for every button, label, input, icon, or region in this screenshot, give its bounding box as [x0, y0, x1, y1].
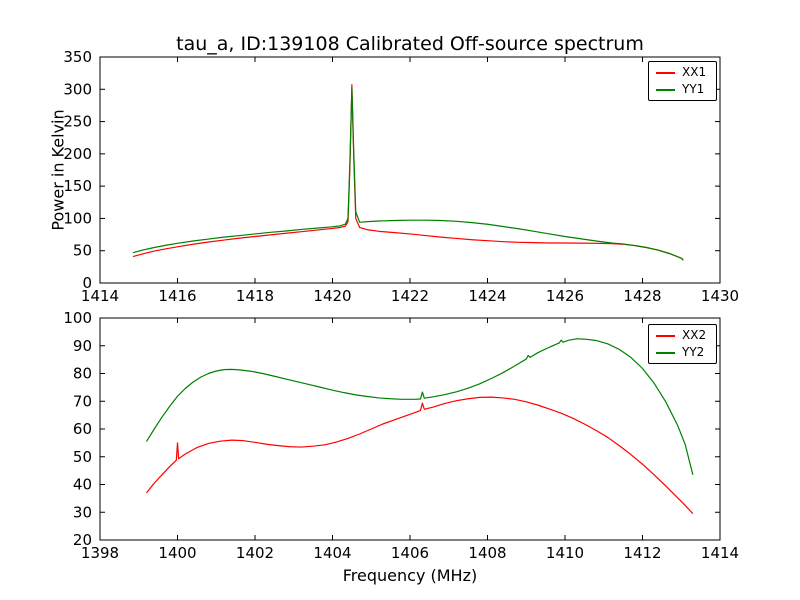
- y-tick-label: 200: [63, 145, 92, 163]
- legend-item-xx1: XX1: [656, 66, 708, 79]
- legend-item-yy2: YY2: [656, 346, 708, 359]
- x-tick-label: 1430: [701, 287, 739, 305]
- series-line-yy1: [132, 87, 684, 261]
- legend-line-swatch-xx1: [656, 71, 675, 74]
- x-axis-label: Frequency (MHz): [342, 566, 478, 585]
- y-tick-label: 50: [73, 448, 92, 466]
- y-tick-label: 80: [73, 365, 92, 383]
- y-tick-label: 40: [73, 476, 92, 494]
- x-tick-label: 1412: [623, 544, 661, 562]
- figure-title: tau_a, ID:139108 Calibrated Off-source s…: [176, 33, 644, 55]
- legend-label-xx1: XX1: [682, 65, 707, 79]
- axes-frame: [99, 317, 721, 541]
- x-tick-label: 1398: [81, 544, 119, 562]
- legend-bottom: XX2 YY2: [648, 324, 717, 364]
- x-tick-label: 1424: [468, 287, 506, 305]
- y-tick-label: 0: [82, 274, 92, 292]
- legend-item-yy1: YY1: [656, 83, 708, 96]
- x-tick-label: 1422: [391, 287, 429, 305]
- x-tick-label: 1410: [546, 544, 584, 562]
- y-tick-label: 150: [63, 177, 92, 195]
- x-tick-label: 1416: [158, 287, 196, 305]
- x-tick-label: 1426: [546, 287, 584, 305]
- x-tick-label: 1428: [623, 287, 661, 305]
- x-tick-label: 1414: [701, 544, 739, 562]
- x-tick-label: 1402: [236, 544, 274, 562]
- legend-line-swatch-yy1: [656, 88, 675, 91]
- legend-label-xx2: XX2: [682, 328, 707, 342]
- legend-top: XX1 YY1: [648, 61, 717, 101]
- legend-label-yy1: YY1: [682, 82, 705, 96]
- legend-item-xx2: XX2: [656, 329, 708, 342]
- y-tick-label: 60: [73, 420, 92, 438]
- x-tick-label: 1420: [313, 287, 351, 305]
- y-tick-label: 20: [73, 531, 92, 549]
- y-tick-label: 100: [63, 209, 92, 227]
- legend-line-swatch-xx2: [656, 334, 675, 337]
- x-tick-label: 1418: [236, 287, 274, 305]
- series-line-yy2: [145, 338, 694, 475]
- y-tick-label: 250: [63, 113, 92, 131]
- y-tick-label: 350: [63, 48, 92, 66]
- legend-line-swatch-yy2: [656, 351, 675, 354]
- y-tick-label: 70: [73, 392, 92, 410]
- x-tick-label: 1414: [81, 287, 119, 305]
- y-tick-label: 90: [73, 337, 92, 355]
- x-tick-label: 1400: [158, 544, 196, 562]
- y-axis-label: Power in Kelvin: [48, 109, 68, 231]
- y-tick-label: 100: [63, 309, 92, 327]
- x-tick-label: 1404: [313, 544, 351, 562]
- series-line-xx2: [146, 396, 694, 515]
- axes-frame: [99, 56, 721, 284]
- y-tick-label: 50: [73, 242, 92, 260]
- y-tick-label: 30: [73, 503, 92, 521]
- x-tick-label: 1408: [468, 544, 506, 562]
- y-tick-label: 300: [63, 80, 92, 98]
- legend-label-yy2: YY2: [682, 345, 705, 359]
- series-line-xx1: [132, 84, 684, 261]
- x-tick-label: 1406: [391, 544, 429, 562]
